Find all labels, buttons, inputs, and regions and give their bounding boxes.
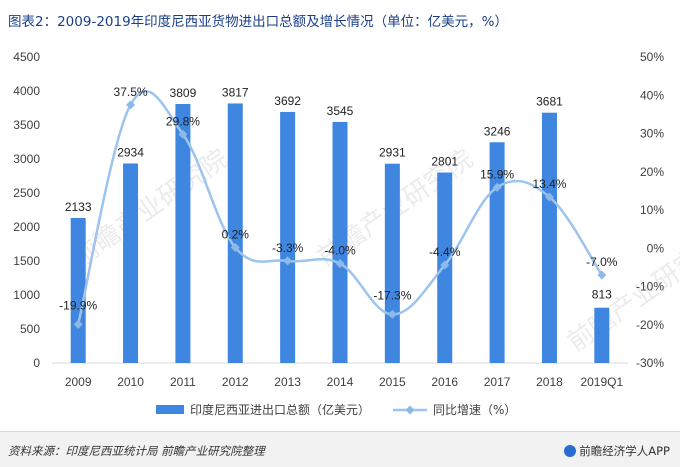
y-left-tick-label: 4500 bbox=[13, 50, 40, 64]
bar-value-label: 3545 bbox=[327, 104, 354, 118]
bar-value-label: 813 bbox=[592, 288, 612, 302]
y-left-tick-label: 2500 bbox=[13, 186, 40, 200]
brand-name: 前瞻经济学人APP bbox=[579, 444, 670, 458]
bar bbox=[175, 103, 191, 363]
bar bbox=[594, 307, 610, 363]
x-tick-label: 2009 bbox=[65, 375, 92, 389]
y-left-tick-label: 1000 bbox=[13, 288, 40, 302]
legend-line-marker bbox=[405, 405, 415, 415]
bar-value-label: 2133 bbox=[65, 200, 92, 214]
bar-value-label: 3817 bbox=[222, 85, 249, 99]
y-right-tick-label: 10% bbox=[640, 203, 664, 217]
chart-title: 图表2：2009-2019年印度尼西亚货物进出口总额及增长情况（单位：亿美元，%… bbox=[8, 14, 509, 30]
growth-point-marker bbox=[492, 182, 502, 192]
growth-point-marker bbox=[73, 319, 83, 329]
legend: 印度尼西亚进出口总额（亿美元） 同比增速（%） bbox=[156, 402, 516, 417]
growth-point-marker bbox=[597, 270, 607, 280]
x-tick-label: 2017 bbox=[484, 375, 511, 389]
bar-value-label: 3681 bbox=[536, 95, 563, 109]
x-tick-label: 2015 bbox=[379, 375, 406, 389]
growth-value-label: 13.4% bbox=[532, 177, 566, 191]
growth-point-marker bbox=[283, 256, 293, 266]
labels-layer: 2133 2934 3809 3817 3692 3545 2931 2801 3246 3681… bbox=[59, 85, 618, 313]
growth-point-marker bbox=[440, 260, 450, 270]
brand-logo-icon bbox=[564, 445, 577, 457]
y-left-tick-label: 500 bbox=[20, 322, 40, 336]
x-tick-label: 2019Q1 bbox=[580, 375, 623, 389]
y-left-tick-label: 2000 bbox=[13, 220, 40, 234]
y-right-tick-label: -10% bbox=[636, 280, 664, 294]
y-right-tick-label: -30% bbox=[636, 356, 664, 370]
bar-value-label: 3246 bbox=[484, 124, 511, 138]
source-text: 资料来源：印度尼西亚统计局 前瞻产业研究院整理 bbox=[8, 444, 265, 458]
growth-point-marker bbox=[335, 259, 345, 269]
growth-point-marker bbox=[126, 100, 136, 110]
growth-value-label: -4.0% bbox=[324, 244, 356, 258]
bars-layer bbox=[70, 103, 610, 363]
y-right-tick-label: 30% bbox=[640, 127, 664, 141]
legend-bar-swatch bbox=[156, 405, 184, 414]
bar-value-label: 3809 bbox=[170, 86, 197, 100]
line-layer bbox=[73, 89, 607, 329]
bar bbox=[227, 103, 243, 363]
bar bbox=[70, 217, 86, 363]
y-right-tick-label: 0% bbox=[647, 241, 665, 255]
legend-line-label: 同比增速（%） bbox=[433, 403, 516, 417]
x-tick-label: 2018 bbox=[536, 375, 563, 389]
bar bbox=[384, 163, 400, 363]
growth-series-line bbox=[76, 89, 603, 325]
bar bbox=[332, 121, 348, 363]
growth-point-marker bbox=[178, 129, 188, 139]
x-tick-label: 2010 bbox=[117, 375, 144, 389]
chart-canvas: 前瞻产业研究院前瞻产业研究院前瞻产业研究院 050010001500200025… bbox=[13, 50, 680, 417]
growth-value-label: -3.3% bbox=[272, 241, 304, 255]
y-left-tick-label: 3500 bbox=[13, 118, 40, 132]
growth-value-label: -7.0% bbox=[586, 255, 618, 269]
bar bbox=[280, 111, 296, 363]
growth-point-marker bbox=[544, 192, 554, 202]
growth-value-label: 29.8% bbox=[166, 114, 200, 128]
bar bbox=[541, 112, 557, 363]
x-tick-label: 2016 bbox=[431, 375, 458, 389]
growth-point-marker bbox=[387, 309, 397, 319]
growth-value-label: 15.9% bbox=[480, 167, 514, 181]
footer-bar: 资料来源：印度尼西亚统计局 前瞻产业研究院整理 前瞻经济学人APP bbox=[0, 431, 680, 467]
growth-value-label: -4.4% bbox=[429, 245, 461, 259]
x-tick-label: 2013 bbox=[274, 375, 301, 389]
y-right-tick-label: -20% bbox=[636, 318, 664, 332]
bar bbox=[489, 142, 505, 363]
y-left-tick-label: 1500 bbox=[13, 254, 40, 268]
y-right-tick-label: 50% bbox=[640, 50, 664, 64]
y-left-tick-label: 3000 bbox=[13, 152, 40, 166]
y-right-tick-label: 20% bbox=[640, 165, 664, 179]
growth-value-label: -19.9% bbox=[59, 298, 97, 312]
y-left-tick-label: 4000 bbox=[13, 84, 40, 98]
bar-value-label: 3692 bbox=[274, 94, 301, 108]
growth-value-label: -17.3% bbox=[373, 288, 411, 302]
bar-value-label: 2801 bbox=[431, 155, 458, 169]
y-left-tick-label: 0 bbox=[33, 356, 40, 370]
bar-value-label: 2931 bbox=[379, 146, 406, 160]
bar-value-label: 2934 bbox=[117, 145, 144, 159]
x-tick-label: 2011 bbox=[170, 375, 196, 389]
brand-label[interactable]: 前瞻经济学人APP bbox=[564, 443, 670, 459]
y-right-tick-label: 40% bbox=[640, 88, 664, 102]
legend-bar-label: 印度尼西亚进出口总额（亿美元） bbox=[190, 402, 370, 417]
growth-value-label: 37.5% bbox=[114, 85, 148, 99]
growth-point-marker bbox=[230, 242, 240, 252]
bar bbox=[123, 163, 139, 363]
x-tick-label: 2014 bbox=[327, 375, 354, 389]
growth-value-label: 0.2% bbox=[222, 227, 250, 241]
x-tick-label: 2012 bbox=[222, 375, 249, 389]
